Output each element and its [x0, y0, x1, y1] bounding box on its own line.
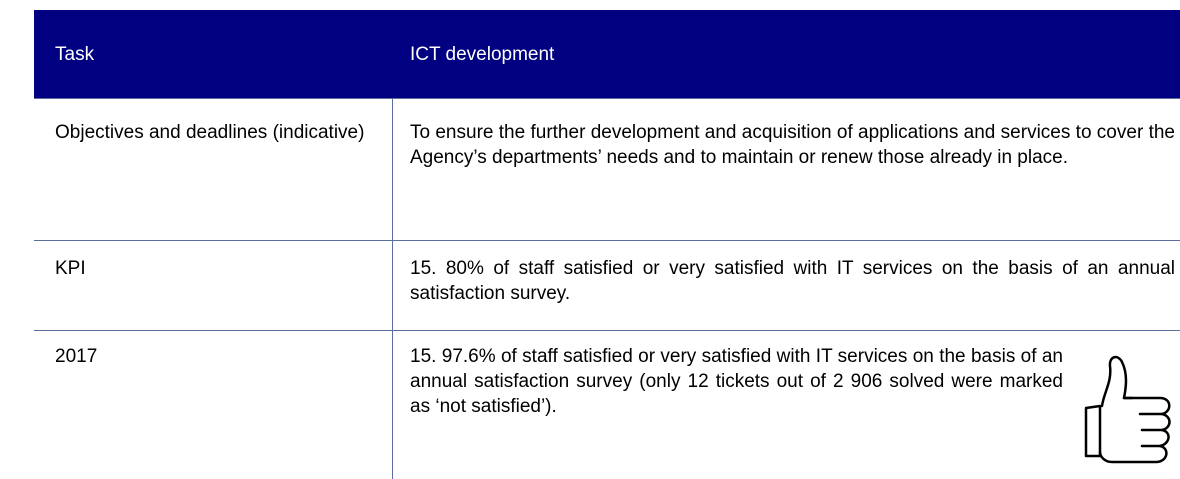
row-divider	[34, 330, 1180, 331]
header-value: ICT development	[410, 44, 555, 65]
row-label: Objectives and deadlines (indicative)	[55, 122, 365, 143]
row-label: 2017	[55, 346, 98, 367]
row-text: To ensure the further development and ac…	[410, 122, 1175, 168]
row-text: 15. 97.6% of staff satisfied or very sat…	[410, 346, 1063, 417]
header-label: Task	[55, 44, 95, 65]
row-label: KPI	[55, 258, 86, 279]
table-header	[34, 10, 1180, 98]
row-divider	[34, 98, 1180, 99]
thumbs-up-icon	[1084, 355, 1171, 464]
row-text: 15. 80% of staff satisfied or very satis…	[410, 258, 1175, 304]
column-divider	[392, 98, 393, 479]
row-divider	[34, 240, 1180, 241]
